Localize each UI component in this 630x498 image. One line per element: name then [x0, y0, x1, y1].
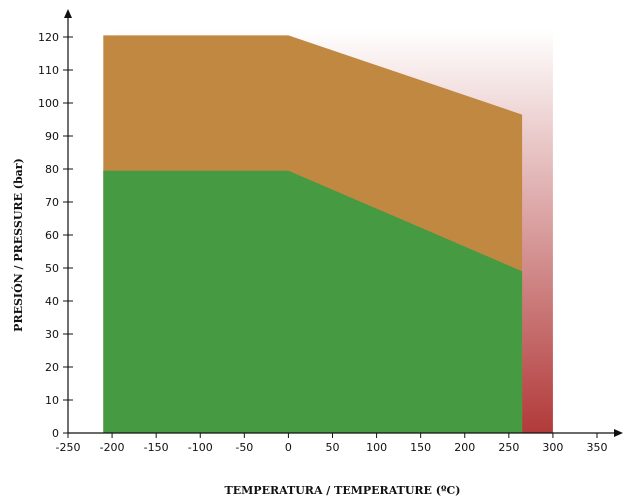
- y-tick-label: 70: [45, 196, 59, 209]
- y-tick-label: 0: [52, 427, 59, 440]
- x-tick-label: 350: [587, 441, 608, 454]
- y-tick-label: 20: [45, 361, 59, 374]
- x-ticks: -250 -200 -150 -100 -50 0 50 100 150 200 250 300 350: [56, 433, 608, 454]
- y-tick-label: 60: [45, 229, 59, 242]
- series-layer: [103, 35, 523, 434]
- x-tick-label: 200: [454, 441, 475, 454]
- x-axis-arrow: [614, 429, 623, 437]
- y-axis-arrow: [64, 9, 72, 18]
- x-tick-label: 50: [326, 441, 340, 454]
- y-tick-label: 120: [38, 31, 59, 44]
- axes-layer: [64, 9, 623, 437]
- y-ticks: 0 10 20 30 40 50 60 70 80 90 100 110 120: [38, 31, 73, 440]
- x-tick-label: -50: [235, 441, 253, 454]
- x-tick-label: 300: [542, 441, 563, 454]
- y-tick-label: 40: [45, 295, 59, 308]
- x-axis-title: TEMPERATURA / TEMPERATURE (ºC): [225, 484, 461, 497]
- y-tick-label: 50: [45, 262, 59, 275]
- x-tick-label: 0: [285, 441, 292, 454]
- x-tick-label: 150: [410, 441, 431, 454]
- x-tick-label: 100: [366, 441, 387, 454]
- x-tick-label: -150: [144, 441, 169, 454]
- y-tick-label: 10: [45, 394, 59, 407]
- x-tick-label: -100: [188, 441, 213, 454]
- y-tick-label: 30: [45, 328, 59, 341]
- y-axis-title: PRESIÓN / PRESSURE (bar): [11, 158, 25, 332]
- x-tick-label: -200: [100, 441, 125, 454]
- x-tick-label: -250: [56, 441, 81, 454]
- y-tick-label: 100: [38, 97, 59, 110]
- y-tick-label: 110: [38, 64, 59, 77]
- x-tick-label: 250: [498, 441, 519, 454]
- series-area-1: [103, 170, 523, 433]
- y-tick-label: 90: [45, 130, 59, 143]
- y-tick-label: 80: [45, 163, 59, 176]
